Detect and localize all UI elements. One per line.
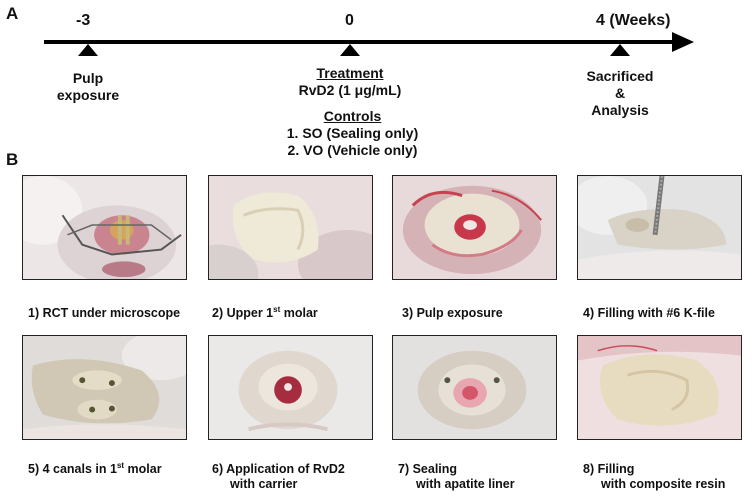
tick-label-4-value: 4 <box>596 12 605 29</box>
photo-rvd2-application <box>208 335 373 440</box>
time-unit-label: (Weeks) <box>609 12 671 29</box>
tick-label-0: 0 <box>345 12 354 29</box>
treatment-value: RvD2 (1 μg/mL) <box>298 82 402 98</box>
caption-6: 6) Application of RvD2 with carrier <box>212 462 345 491</box>
control-item: 2. VO (Vehicle only) <box>287 142 418 158</box>
photo-apatite-sealing <box>392 335 557 440</box>
event-line: Pulp <box>72 70 104 86</box>
caption-3: 3) Pulp exposure <box>402 306 503 320</box>
caption-5: 5) 4 canals in 1st molar <box>28 460 162 476</box>
caption-8: 8) Filling with composite resin <box>583 462 726 491</box>
tick-label-4: 4 (Weeks) <box>596 12 670 30</box>
timeline-marker-4 <box>610 44 630 56</box>
controls-title: Controls <box>323 108 382 124</box>
panel-b-label: B <box>6 150 19 169</box>
photo-rct-microscope <box>22 175 187 280</box>
treatment-block: Treatment RvD2 (1 μg/mL) <box>270 65 430 99</box>
timeline-arrow <box>44 32 694 56</box>
event-line: & <box>614 85 626 101</box>
treatment-title: Treatment <box>316 65 384 81</box>
controls-block: Controls 1. SO (Sealing only) 2. VO (Veh… <box>270 108 435 159</box>
event-pulp-exposure: Pulp exposure <box>48 70 128 104</box>
event-line: Analysis <box>591 102 649 118</box>
caption-2: 2) Upper 1st molar <box>212 304 318 320</box>
control-item: 1. SO (Sealing only) <box>286 125 419 141</box>
panel-a-label: A <box>6 4 19 23</box>
photo-four-canals <box>22 335 187 440</box>
timeline-marker-minus3 <box>78 44 98 56</box>
caption-1: 1) RCT under microscope <box>28 306 181 320</box>
timeline-marker-0 <box>340 44 360 56</box>
caption-7: 7) Sealing with apatite liner <box>398 462 515 491</box>
caption-4: 4) Filling with #6 K-file <box>583 306 715 320</box>
photo-upper-first-molar <box>208 175 373 280</box>
photo-pulp-exposure <box>392 175 557 280</box>
tick-label-minus3: -3 <box>76 12 91 29</box>
photo-k-file-filling <box>577 175 742 280</box>
event-line: exposure <box>56 87 120 103</box>
photo-composite-filling <box>577 335 742 440</box>
event-line: Sacrificed <box>586 68 654 84</box>
event-sacrificed: Sacrificed & Analysis <box>575 68 665 119</box>
